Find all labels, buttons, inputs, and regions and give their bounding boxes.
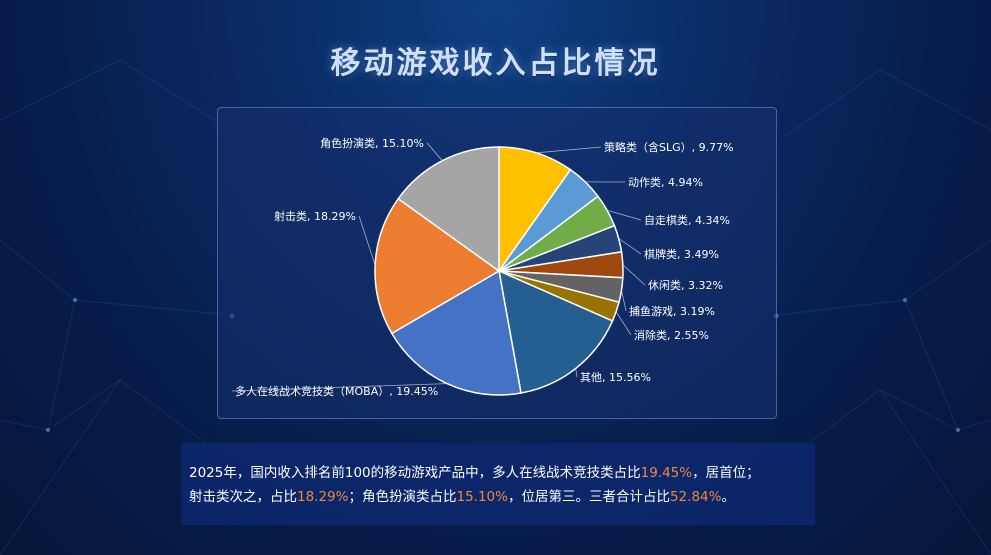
summary-highlight: 15.10% [456, 489, 508, 505]
leader-line [615, 311, 632, 336]
slice-label: 角色扮演类, 15.10% [320, 136, 424, 150]
summary-highlight: 52.84% [669, 489, 722, 505]
slice-label: 捕鱼游戏, 3.19% [629, 304, 715, 318]
slice-label: 射击类, 18.29% [274, 209, 356, 223]
slice-label: 其他, 15.56% [580, 371, 651, 384]
summary-box: 2025年，国内收入排名前100的移动游戏产品中，多人在线战术竞技类占比19.4… [181, 443, 815, 525]
slice-label: 休闲类, 3.32% [648, 278, 723, 292]
pie-chart: 策略类（含SLG）, 9.77% 动作类, 4.94% 自走棋类, 4.34% 棋牌类… [231, 136, 734, 398]
leader-line [618, 238, 642, 255]
summary-text: ；角色扮演类占比 [348, 489, 457, 505]
summary-line-2: 射击类次之，占比18.29%；角色扮演类占比15.10%，位居第三。三者合计占比… [189, 485, 807, 509]
summary-highlight: 18.29% [297, 489, 349, 505]
slice-label: 棋牌类, 3.49% [644, 247, 719, 261]
page-title: 移动游戏收入占比情况 [330, 46, 661, 81]
leader-line [426, 142, 443, 161]
summary-text: 2025年，国内收入排名前100的移动游戏产品中，多人在线战术竞技类占比 [189, 465, 641, 481]
chart-panel: 策略类（含SLG）, 9.77% 动作类, 4.94% 自走棋类, 4.34% 棋牌类… [217, 107, 777, 419]
slice-label: 多人在线战术竞技类（MOBA）, 19.45% [235, 384, 438, 398]
pie-slice [498, 146, 572, 274]
pie-slice [390, 269, 522, 396]
leader-line [575, 368, 578, 378]
leader-line [536, 146, 602, 154]
summary-text: ，居首位； [692, 465, 760, 481]
summary-text: 射击类次之，占比 [189, 489, 297, 505]
leader-line [621, 290, 627, 312]
pie-slice [397, 146, 500, 273]
slice-label: 动作类, 4.94% [628, 175, 703, 189]
slice-label: 自走棋类, 4.34% [644, 213, 730, 227]
pie-slice [374, 197, 501, 335]
summary-text: 。 [721, 489, 735, 505]
slice-label: 策略类（含SLG）, 9.77% [604, 140, 734, 154]
summary-line-1: 2025年，国内收入排名前100的移动游戏产品中，多人在线战术竞技类占比19.4… [189, 461, 807, 485]
summary-text: ，位居第三。三者合计占比 [507, 489, 670, 505]
slice-label: 消除类, 2.55% [634, 328, 709, 342]
leader-line [607, 210, 642, 221]
leader-line [231, 383, 448, 392]
summary-highlight: 19.45% [640, 465, 693, 481]
leader-line [358, 215, 376, 266]
leader-line [622, 264, 646, 286]
